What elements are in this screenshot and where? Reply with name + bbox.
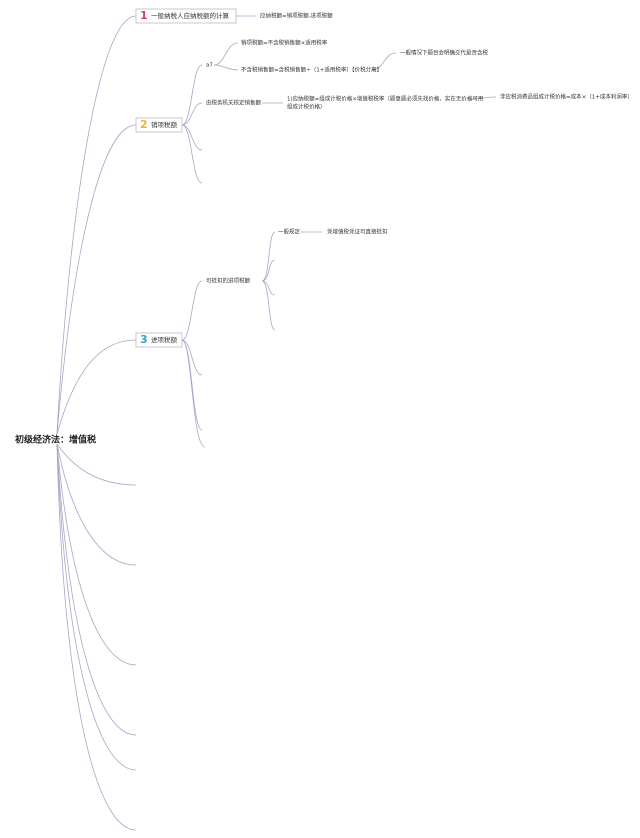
node-label: 销项税额=不含税销售额×适用税率 bbox=[241, 39, 328, 47]
node-label: 一般规定 bbox=[278, 228, 301, 236]
node-label: 一般纳税人应纳税额的计算 bbox=[151, 11, 230, 20]
node-label: 可抵扣的进项税额 bbox=[206, 277, 251, 285]
node-number: 2 bbox=[140, 118, 148, 131]
node-label: 进项税额 bbox=[151, 335, 178, 344]
node-box bbox=[135, 117, 183, 133]
node-number: 1 bbox=[140, 9, 148, 22]
node-box bbox=[135, 332, 183, 348]
node-label: 组成计税价格） bbox=[287, 103, 326, 111]
node-box bbox=[135, 8, 237, 24]
node-label: 应纳税额=销项税额-进项税额 bbox=[260, 12, 333, 20]
node-number: 3 bbox=[140, 333, 148, 346]
node-label: 非应税消费品组成计税价格=成本×（1+成本利润率） bbox=[500, 93, 633, 101]
edges bbox=[56, 15, 497, 831]
root: 初级经济法：增值税 bbox=[15, 434, 96, 446]
node-label: 销项税额 bbox=[151, 120, 178, 129]
node-label: 不含税销售额=含税销售额÷（1+适用税率）【价税分离】 bbox=[241, 66, 382, 74]
node-label: 一般情况下题目会明确交代是否含税 bbox=[400, 49, 489, 57]
node-label: 由税务机关核定销售额 bbox=[206, 99, 262, 107]
node-label: 1)应纳税额=组成计税价格×增值税税率（题意题必须先找价格，实在无价格可用 bbox=[287, 95, 483, 103]
node-label: a7 bbox=[206, 63, 213, 69]
node-label: 凭增值税凭证可直接抵扣 bbox=[327, 228, 388, 236]
